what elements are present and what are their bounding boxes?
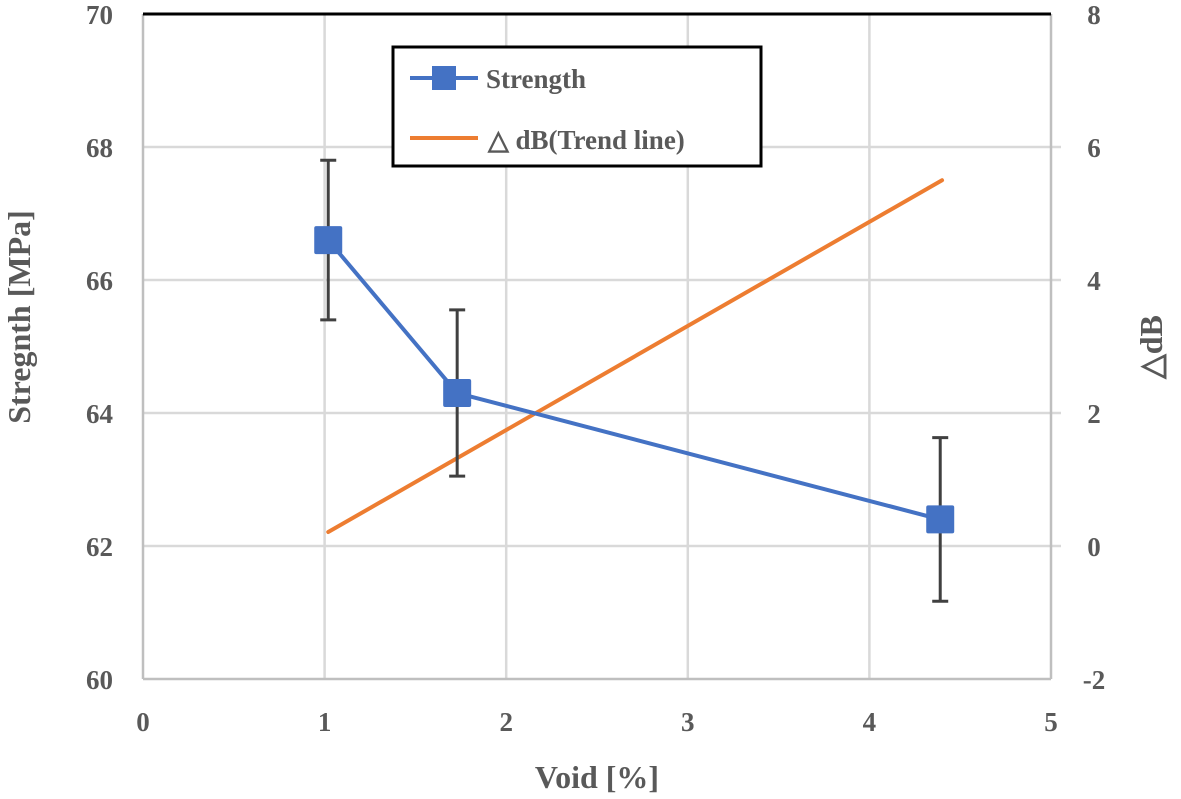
y2-tick-label: 4 <box>1087 266 1101 296</box>
x-tick-label: 5 <box>1044 707 1058 737</box>
y2-tick-label: -2 <box>1083 665 1106 695</box>
y-tick-label: 64 <box>86 399 113 429</box>
axes <box>141 12 1053 681</box>
legend-strength-marker <box>432 66 456 90</box>
y-tick-label: 62 <box>86 532 113 562</box>
series-layer <box>314 158 955 603</box>
y-tick-label: 66 <box>86 266 113 296</box>
legend: Strength △ dB(Trend line) <box>391 45 763 168</box>
legend-strength-label: Strength <box>486 64 586 94</box>
trend-line <box>326 178 945 535</box>
y2-tick-label: 6 <box>1087 133 1101 163</box>
strength-marker <box>926 505 955 534</box>
strength-marker <box>443 379 472 408</box>
y2-tick-label: 0 <box>1087 532 1101 562</box>
y2-tick-label: 8 <box>1087 0 1101 30</box>
x-tick-label: 1 <box>318 707 332 737</box>
y-tick-label: 60 <box>86 665 113 695</box>
x-tick-label: 3 <box>681 707 695 737</box>
x-tick-label: 4 <box>863 707 877 737</box>
x-axis-title: Void [%] <box>535 759 659 795</box>
y2-tick-label: 2 <box>1087 399 1101 429</box>
x-tick-label: 0 <box>136 707 150 737</box>
y-axis-title: Stregnth [MPa] <box>1 210 37 424</box>
strength-marker <box>314 226 343 255</box>
legend-trend-label: △ dB(Trend line) <box>487 125 685 155</box>
y-tick-label: 68 <box>86 133 113 163</box>
x-tick-label: 2 <box>499 707 513 737</box>
y2-axis-title: △dB <box>1133 315 1169 380</box>
y-tick-label: 70 <box>86 0 113 30</box>
